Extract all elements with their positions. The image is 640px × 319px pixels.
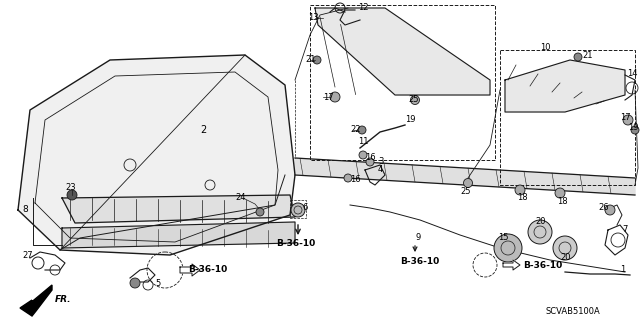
Text: 20: 20: [560, 254, 570, 263]
Text: 17: 17: [323, 93, 333, 101]
Text: 18: 18: [517, 194, 527, 203]
Text: 20: 20: [535, 218, 545, 226]
Text: 19: 19: [405, 115, 415, 124]
Polygon shape: [295, 158, 635, 195]
Text: 7: 7: [622, 226, 627, 234]
Text: 2: 2: [200, 125, 206, 135]
Circle shape: [330, 92, 340, 102]
Text: 14: 14: [627, 69, 637, 78]
Text: SCVAB5100A: SCVAB5100A: [545, 308, 600, 316]
Polygon shape: [62, 222, 295, 248]
Text: 16: 16: [350, 175, 360, 184]
Text: 9: 9: [415, 234, 420, 242]
Circle shape: [574, 53, 582, 61]
Text: 5: 5: [155, 278, 160, 287]
Text: 1: 1: [620, 265, 625, 275]
Text: 19: 19: [628, 123, 639, 132]
Text: 26: 26: [598, 203, 609, 211]
Circle shape: [359, 151, 367, 159]
Circle shape: [494, 234, 522, 262]
Circle shape: [528, 220, 552, 244]
Circle shape: [256, 208, 264, 216]
Polygon shape: [62, 195, 295, 223]
Bar: [310, 5, 495, 160]
Text: 13: 13: [308, 13, 319, 23]
Circle shape: [605, 205, 615, 215]
Text: 18: 18: [557, 197, 568, 205]
Text: 27: 27: [22, 250, 33, 259]
Bar: [500, 50, 635, 185]
Bar: [290, 200, 306, 218]
Text: 3: 3: [378, 158, 383, 167]
Circle shape: [130, 278, 140, 288]
Circle shape: [313, 56, 321, 64]
Text: B-36-10: B-36-10: [400, 257, 439, 266]
Text: 4: 4: [378, 166, 383, 174]
Polygon shape: [180, 264, 200, 276]
Text: 21: 21: [582, 50, 593, 60]
Text: FR.: FR.: [55, 295, 72, 305]
Text: 11: 11: [358, 137, 369, 146]
Polygon shape: [503, 260, 520, 270]
Text: 21: 21: [305, 56, 316, 64]
Text: 17: 17: [620, 114, 630, 122]
Circle shape: [631, 126, 639, 134]
Text: 16: 16: [365, 153, 376, 162]
Polygon shape: [20, 285, 52, 316]
Circle shape: [463, 179, 472, 188]
Text: 22: 22: [350, 125, 360, 135]
Circle shape: [358, 126, 366, 134]
Text: B-36-10: B-36-10: [188, 265, 227, 275]
Circle shape: [410, 95, 419, 105]
Text: B-36-10: B-36-10: [276, 239, 316, 248]
Circle shape: [344, 174, 352, 182]
Text: 23: 23: [65, 183, 76, 192]
Text: 10: 10: [540, 43, 550, 53]
Circle shape: [291, 203, 305, 217]
Text: 15: 15: [498, 234, 509, 242]
Text: 25: 25: [460, 188, 470, 197]
Polygon shape: [505, 60, 625, 112]
Circle shape: [553, 236, 577, 260]
Text: 8: 8: [22, 205, 28, 214]
Circle shape: [366, 158, 374, 166]
Text: 25: 25: [408, 95, 419, 105]
Text: 6: 6: [302, 203, 307, 211]
Text: B-36-10: B-36-10: [523, 261, 563, 270]
Circle shape: [623, 115, 633, 125]
Circle shape: [555, 188, 565, 198]
Text: 24: 24: [235, 194, 246, 203]
Circle shape: [67, 190, 77, 200]
Circle shape: [515, 185, 525, 195]
Polygon shape: [18, 55, 295, 255]
Polygon shape: [315, 8, 490, 95]
Text: 12: 12: [358, 4, 369, 12]
